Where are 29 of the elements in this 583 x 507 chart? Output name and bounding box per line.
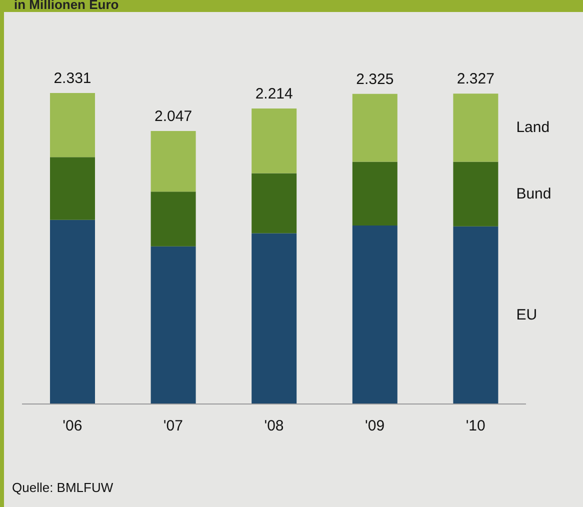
bar: [453, 226, 498, 404]
annotation: 2.047: [154, 108, 192, 125]
bar: [453, 94, 498, 162]
annotation: 2.214: [255, 86, 293, 103]
x-tick-label: '07: [163, 418, 183, 435]
x-tick-label: '10: [466, 418, 486, 435]
bar: [352, 225, 398, 404]
bar: [150, 246, 196, 404]
bar: [150, 192, 196, 246]
x-tick-label: '09: [365, 418, 385, 435]
bar: [252, 108, 297, 174]
text: 2.325: [356, 70, 394, 88]
bar: [50, 157, 95, 220]
bar: [352, 94, 398, 162]
bar: [252, 233, 297, 404]
series-label: EU: [516, 306, 538, 324]
x-tick-label: '08: [264, 418, 284, 435]
bar: [453, 162, 498, 226]
series-label: Land: [516, 119, 550, 136]
text: 2.331: [54, 70, 92, 87]
text: 2.327: [456, 70, 494, 88]
bar: [352, 162, 398, 226]
series-label: Bund: [516, 186, 552, 203]
x-tick-label: '06: [62, 418, 82, 435]
bar: [50, 220, 95, 404]
bar: [252, 173, 297, 234]
bar: [150, 130, 196, 192]
source-note: Quelle: BMLFUW: [12, 480, 114, 495]
bar: [50, 93, 95, 158]
